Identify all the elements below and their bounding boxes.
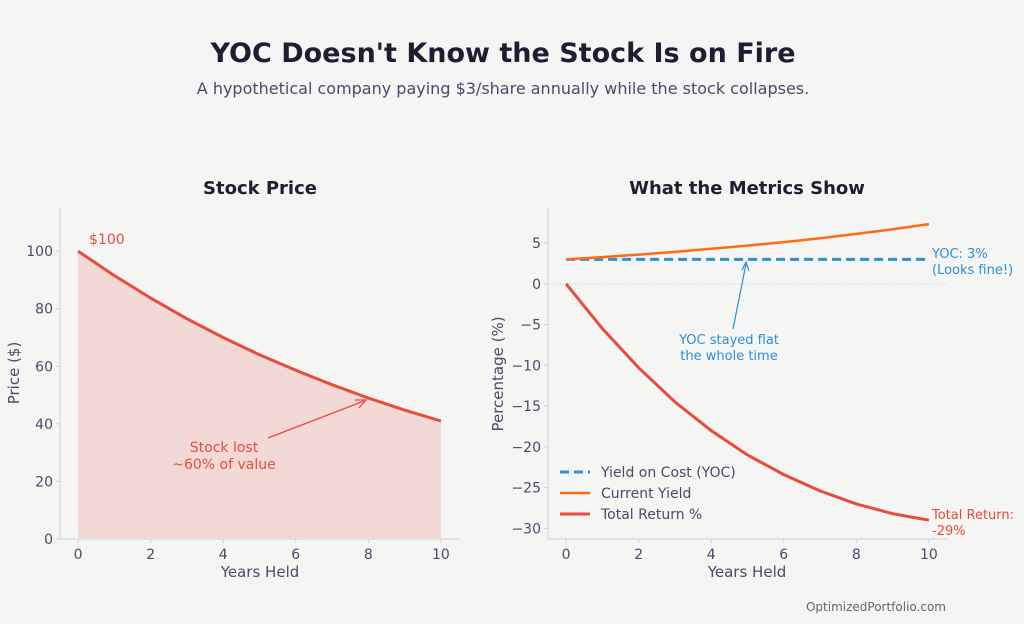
y-tick-label: 80: [35, 302, 53, 318]
y-tick-label: −5: [520, 318, 541, 334]
left-y-label: Price ($): [5, 342, 23, 405]
y-tick-label: −20: [511, 440, 541, 456]
series-line-1: [566, 224, 929, 259]
footer-source: OptimizedPortfolio.com: [806, 600, 946, 614]
right-y-label: Percentage (%): [489, 316, 507, 431]
price-area-fill: [78, 251, 441, 539]
y-tick-label: 60: [35, 359, 53, 375]
annotation-total-return: Total Return:-29%: [931, 508, 1014, 539]
y-tick-label: 0: [44, 532, 53, 548]
legend-label: Current Yield: [601, 486, 691, 502]
y-tick-label: 40: [35, 417, 53, 433]
x-tick-label: 2: [634, 547, 643, 563]
x-tick-label: 0: [562, 547, 571, 563]
y-tick-label: −30: [511, 521, 541, 537]
x-tick-label: 0: [74, 547, 83, 563]
annotation-start-price: $100: [89, 232, 125, 248]
x-tick-label: 8: [852, 547, 861, 563]
left-x-label: Years Held: [220, 563, 300, 581]
legend-label: Total Return %: [600, 507, 702, 523]
left-chart-title: Stock Price: [203, 178, 317, 199]
metrics-chart: What the Metrics Show Years Held Percent…: [489, 178, 1014, 581]
annotation-yoc: YOC: 3%(Looks fine!): [931, 247, 1013, 278]
series-line-2: [566, 284, 929, 520]
x-tick-label: 8: [364, 547, 373, 563]
figure-subtitle: A hypothetical company paying $3/share a…: [197, 79, 809, 98]
stock-price-chart: Stock Price Years Held Price ($) 0 2 4 6 8 10…: [5, 178, 459, 581]
x-tick-label: 4: [707, 547, 716, 563]
x-tick-label: 10: [920, 547, 938, 563]
x-tick-label: 10: [432, 547, 450, 563]
right-x-label: Years Held: [707, 563, 787, 581]
y-tick-label: 5: [532, 236, 541, 252]
figure-title: YOC Doesn't Know the Stock Is on Fire: [209, 38, 795, 69]
y-tick-label: −25: [511, 481, 541, 497]
y-tick-label: −10: [511, 358, 541, 374]
y-tick-label: −15: [511, 399, 541, 415]
annotation-arrow: [733, 264, 746, 329]
x-tick-label: 6: [779, 547, 788, 563]
x-tick-label: 6: [291, 547, 300, 563]
y-tick-label: 0: [532, 277, 541, 293]
x-tick-label: 2: [146, 547, 155, 563]
y-tick-label: 20: [35, 474, 53, 490]
legend-label: Yield on Cost (YOC): [600, 465, 736, 481]
right-chart-title: What the Metrics Show: [629, 178, 865, 199]
x-tick-label: 4: [219, 547, 228, 563]
y-tick-label: 100: [26, 244, 53, 260]
